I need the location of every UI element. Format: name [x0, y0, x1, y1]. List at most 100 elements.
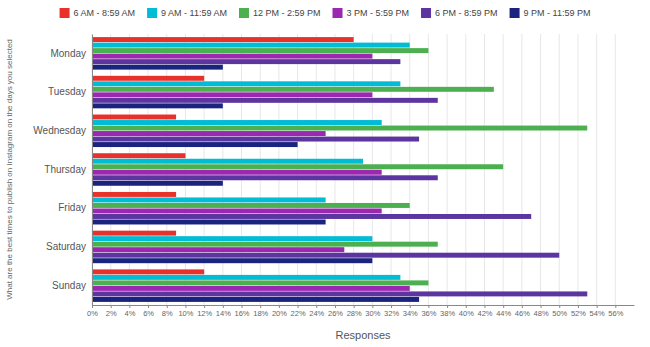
legend-swatch [421, 8, 431, 18]
x-tick-label: 50% [552, 309, 567, 318]
x-tick: 48% [534, 305, 549, 318]
y-tick-label: Thursday [44, 164, 86, 175]
y-tick: Sunday [52, 280, 92, 291]
x-tick-mark [503, 305, 504, 308]
x-tick-label: 36% [421, 309, 436, 318]
grid-line [540, 34, 541, 305]
x-tick-label: 16% [235, 309, 250, 318]
grid-line [297, 34, 298, 305]
grid-line [129, 34, 130, 305]
grid-line [278, 34, 279, 305]
bar [92, 131, 326, 136]
x-tick-label: 24% [309, 309, 324, 318]
x-tick-label: 28% [347, 309, 362, 318]
legend-swatch [147, 8, 157, 18]
x-tick-mark [335, 305, 336, 308]
x-tick: 38% [440, 305, 455, 318]
grid-line [148, 34, 149, 305]
x-tick: 32% [384, 305, 399, 318]
y-axis-title: What are the best times to publish on In… [5, 39, 14, 300]
legend-item: 3 PM - 5:59 PM [333, 8, 410, 18]
x-tick-label: 30% [365, 309, 380, 318]
chart: 6 AM - 8:59 AM9 AM - 11:59 AM12 PM - 2:5… [0, 0, 650, 347]
bar [92, 153, 185, 158]
x-tick-mark [129, 305, 130, 308]
grid-line [428, 34, 429, 305]
bar [92, 37, 354, 42]
bar [92, 242, 438, 247]
legend-swatch [510, 8, 520, 18]
x-tick-mark [447, 305, 448, 308]
x-tick-label: 2% [106, 309, 117, 318]
grid-line [465, 34, 466, 305]
bar [92, 48, 428, 53]
x-tick: 56% [608, 305, 623, 318]
x-tick-label: 8% [162, 309, 173, 318]
grid-line [110, 34, 111, 305]
x-tick-label: 12% [197, 309, 212, 318]
bar [92, 175, 438, 180]
grid-line [559, 34, 560, 305]
x-tick-label: 52% [571, 309, 586, 318]
legend-label: 12 PM - 2:59 PM [253, 8, 321, 18]
x-tick: 22% [291, 305, 306, 318]
bar [92, 275, 400, 280]
x-tick-label: 18% [253, 309, 268, 318]
bar [92, 103, 223, 108]
grid-line [391, 34, 392, 305]
bar [92, 170, 382, 175]
grid-line [260, 34, 261, 305]
x-tick-mark [279, 305, 280, 308]
legend-item: 6 AM - 8:59 AM [60, 8, 136, 18]
bar [92, 159, 363, 164]
bar [92, 164, 503, 169]
series [92, 59, 587, 296]
grid-line [409, 34, 410, 305]
x-tick: 10% [178, 305, 193, 318]
x-tick: 26% [328, 305, 343, 318]
grid-line [204, 34, 205, 305]
grid-line [596, 34, 597, 305]
bar [92, 253, 559, 258]
legend-label: 3 PM - 5:59 PM [347, 8, 410, 18]
legend: 6 AM - 8:59 AM9 AM - 11:59 AM12 PM - 2:5… [60, 8, 591, 18]
grid [92, 34, 615, 305]
x-tick-label: 40% [459, 309, 474, 318]
x-tick: 50% [552, 305, 567, 318]
x-tick: 36% [421, 305, 436, 318]
grid-line [615, 34, 616, 305]
bar [92, 137, 419, 142]
x-tick: 42% [477, 305, 492, 318]
y-tick: Friday [58, 202, 92, 213]
x-tick: 8% [162, 305, 173, 318]
y-tick-label: Wednesday [33, 125, 86, 136]
x-tick-mark [354, 305, 355, 308]
x-tick-mark [223, 305, 224, 308]
x-tick: 18% [253, 305, 268, 318]
grid-line [484, 34, 485, 305]
x-tick: 16% [235, 305, 250, 318]
legend-label: 6 PM - 8:59 PM [435, 8, 498, 18]
bar [92, 142, 298, 147]
x-tick-mark [167, 305, 168, 308]
bar [92, 76, 204, 81]
x-tick: 46% [515, 305, 530, 318]
x-tick-label: 46% [515, 309, 530, 318]
x-tick-mark [484, 305, 485, 308]
x-tick: 28% [347, 305, 362, 318]
plot: 0%2%4%6%8%10%12%14%16%18%20%22%24%26%28%… [33, 34, 634, 318]
y-tick: Tuesday [48, 86, 92, 97]
x-tick-label: 14% [216, 309, 231, 318]
legend-swatch [333, 8, 343, 18]
x-tick-mark [466, 305, 467, 308]
legend-label: 9 PM - 11:59 PM [524, 8, 591, 18]
legend-label: 6 AM - 8:59 AM [74, 8, 136, 18]
bar [92, 297, 419, 302]
grid-line [372, 34, 373, 305]
x-tick: 14% [216, 305, 231, 318]
x-tick: 40% [459, 305, 474, 318]
bar [92, 65, 223, 70]
series [92, 48, 587, 285]
x-axis-line [93, 305, 635, 306]
x-axis: 0%2%4%6%8%10%12%14%16%18%20%22%24%26%28%… [87, 305, 634, 318]
